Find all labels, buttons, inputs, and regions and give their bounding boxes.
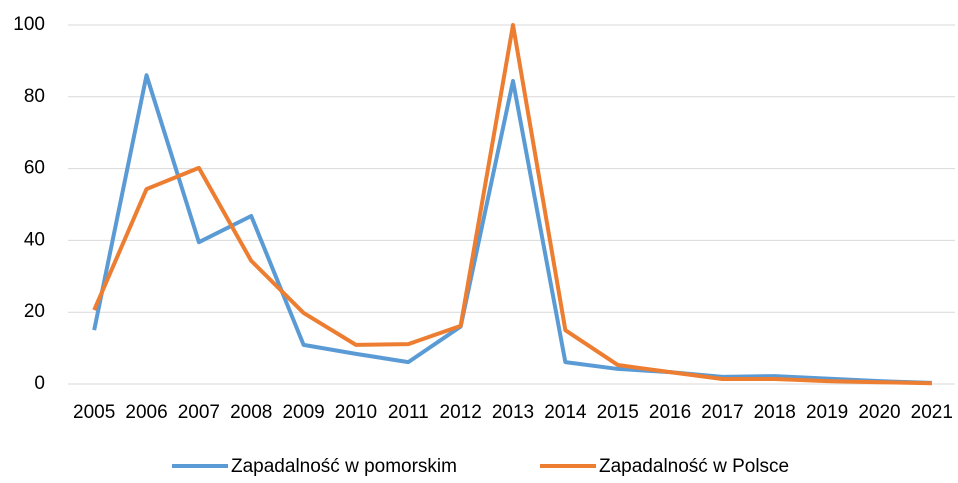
x-tick-label: 2005	[73, 402, 115, 423]
x-tick-label: 2015	[597, 402, 639, 423]
line-series	[92, 73, 932, 385]
x-tick-label: 2013	[492, 402, 534, 423]
x-tick-label: 2008	[230, 402, 272, 423]
x-tick-label: 2017	[701, 402, 743, 423]
x-tick-label: 2016	[649, 402, 691, 423]
x-tick-label: 2006	[125, 402, 167, 423]
y-tick-label: 100	[13, 14, 45, 35]
x-tick-label: 2018	[754, 402, 796, 423]
x-tick-label: 2009	[282, 402, 324, 423]
x-tick-label: 2014	[544, 402, 587, 423]
legend-label: Zapadalność w pomorskim	[231, 456, 457, 477]
x-tick-label: 2020	[858, 402, 900, 423]
x-tick-label: 2012	[440, 402, 482, 423]
y-tick-label: 60	[24, 158, 45, 179]
legend-label: Zapadalność w Polsce	[599, 456, 789, 477]
y-tick-label: 0	[34, 373, 45, 394]
x-tick-label: 2007	[178, 402, 220, 423]
x-tick-label: 2011	[388, 402, 429, 423]
y-tick-label: 20	[24, 301, 45, 322]
x-tick-label: 2010	[335, 402, 377, 423]
x-tick-label: 2019	[806, 402, 848, 423]
y-tick-label: 40	[24, 229, 45, 250]
line-series	[92, 23, 932, 386]
x-tick-label: 2021	[911, 402, 953, 423]
y-tick-label: 80	[24, 86, 45, 107]
